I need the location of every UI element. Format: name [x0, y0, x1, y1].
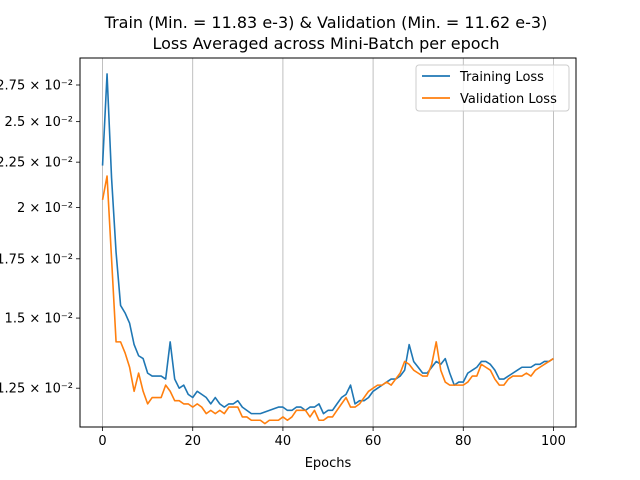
plot-frame [79, 57, 577, 428]
legend: Training Loss Validation Loss [415, 64, 570, 112]
legend-box [415, 64, 570, 112]
legend-label-training: Training Loss [459, 70, 544, 85]
legend-label-validation: Validation Loss [460, 92, 557, 107]
x-tick-label-5: 100 [541, 434, 566, 449]
y-tick-label-2: 1.75 × 10⁻² [0, 252, 73, 267]
y-axis-ticks: 1.25 × 10⁻² 1.5 × 10⁻² 1.75 × 10⁻² 2 × 10⁻²… [0, 78, 80, 397]
x-tick-label-4: 80 [455, 434, 472, 449]
series-lines [101, 73, 554, 425]
y-tick-label-3: 2 × 10⁻² [17, 201, 73, 216]
series-line-0 [101, 73, 554, 415]
x-tick-label-1: 20 [184, 434, 201, 449]
y-tick-label-5: 2.5 × 10⁻² [5, 115, 73, 130]
chart-title-line-1: Train (Min. = 11.83 e-3) & Validation (M… [104, 13, 548, 32]
y-tick-label-0: 1.25 × 10⁻² [0, 382, 73, 397]
x-gridlines [102, 58, 554, 427]
series-line-1 [101, 175, 554, 425]
x-tick-label-3: 60 [365, 434, 382, 449]
x-tick-label-2: 40 [275, 434, 292, 449]
y-tick-label-6: 2.75 × 10⁻² [0, 78, 73, 93]
x-axis-label: Epochs [305, 456, 352, 471]
chart-title-line-2: Loss Averaged across Mini-Batch per epoc… [152, 34, 499, 53]
y-tick-label-1: 1.5 × 10⁻² [5, 312, 73, 327]
x-axis-ticks: 0 20 40 60 80 100 [98, 427, 566, 449]
x-tick-label-0: 0 [98, 434, 106, 449]
y-tick-label-4: 2.25 × 10⁻² [0, 156, 73, 171]
